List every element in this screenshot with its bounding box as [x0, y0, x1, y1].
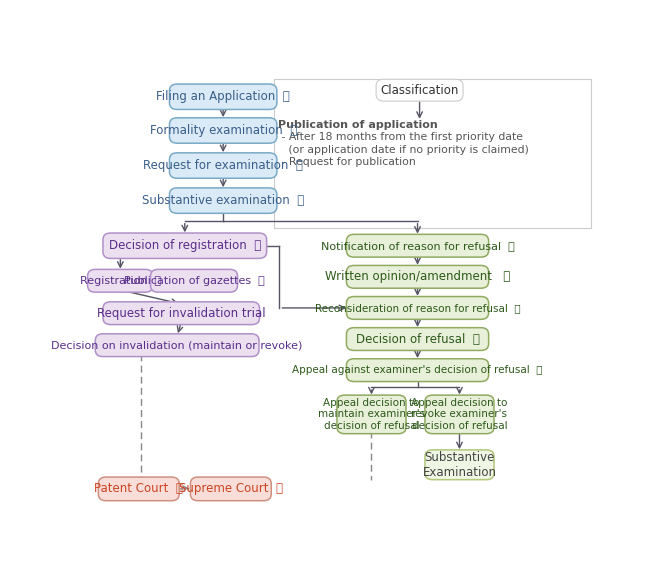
Text: Filing an Application  🔗: Filing an Application 🔗 [156, 90, 290, 103]
FancyBboxPatch shape [98, 477, 179, 501]
FancyBboxPatch shape [88, 269, 153, 292]
Text: Decision on invalidation (maintain or revoke): Decision on invalidation (maintain or re… [51, 340, 303, 350]
FancyBboxPatch shape [337, 395, 406, 434]
Text: Written opinion/amendment   🔗: Written opinion/amendment 🔗 [325, 270, 510, 283]
Text: Publication of gazettes  🔗: Publication of gazettes 🔗 [123, 276, 265, 286]
Text: - After 18 months from the first priority date: - After 18 months from the first priorit… [278, 132, 523, 142]
FancyBboxPatch shape [346, 328, 488, 351]
Text: Patent Court  🔗: Patent Court 🔗 [94, 483, 183, 496]
FancyBboxPatch shape [170, 84, 277, 109]
FancyBboxPatch shape [425, 395, 494, 434]
FancyBboxPatch shape [103, 233, 267, 258]
FancyBboxPatch shape [150, 269, 238, 292]
Text: Publication of application: Publication of application [278, 120, 438, 130]
FancyBboxPatch shape [346, 296, 488, 319]
Text: - Request for publication: - Request for publication [278, 157, 416, 167]
Text: Request for examination  🔗: Request for examination 🔗 [143, 159, 303, 172]
FancyBboxPatch shape [346, 265, 488, 288]
FancyBboxPatch shape [170, 188, 277, 213]
FancyBboxPatch shape [95, 334, 259, 357]
Text: Decision of registration  🔗: Decision of registration 🔗 [109, 239, 261, 252]
Text: Reconsideration of reason for refusal  🔗: Reconsideration of reason for refusal 🔗 [315, 303, 520, 313]
FancyBboxPatch shape [346, 359, 488, 382]
FancyBboxPatch shape [425, 450, 494, 480]
Text: Request for invalidation trial: Request for invalidation trial [97, 307, 265, 320]
FancyBboxPatch shape [376, 79, 463, 101]
Text: Supreme Court  🔗: Supreme Court 🔗 [179, 483, 283, 496]
FancyBboxPatch shape [346, 234, 488, 257]
FancyBboxPatch shape [191, 477, 271, 501]
FancyBboxPatch shape [170, 153, 277, 178]
Text: Classification: Classification [380, 84, 459, 97]
Text: Substantive
Examination: Substantive Examination [422, 451, 496, 479]
Text: Appeal decision to
maintain examiner's
decision of refusal: Appeal decision to maintain examiner's d… [318, 398, 425, 431]
Text: (or application date if no priority is claimed): (or application date if no priority is c… [278, 145, 529, 155]
Text: Appeal decision to
revoke examiner's
decision of refusal: Appeal decision to revoke examiner's dec… [411, 398, 508, 431]
FancyBboxPatch shape [170, 118, 277, 143]
Text: Appeal against examiner's decision of refusal  🔗: Appeal against examiner's decision of re… [292, 365, 543, 375]
Text: Substantive examination  🔗: Substantive examination 🔗 [142, 194, 304, 207]
Text: Decision of refusal  🔗: Decision of refusal 🔗 [356, 332, 479, 345]
Text: Formality examination  🔗: Formality examination 🔗 [150, 124, 297, 137]
Text: Notification of reason for refusal  🔗: Notification of reason for refusal 🔗 [321, 241, 514, 251]
Text: Registration  🔗: Registration 🔗 [80, 276, 161, 286]
FancyBboxPatch shape [103, 302, 259, 324]
